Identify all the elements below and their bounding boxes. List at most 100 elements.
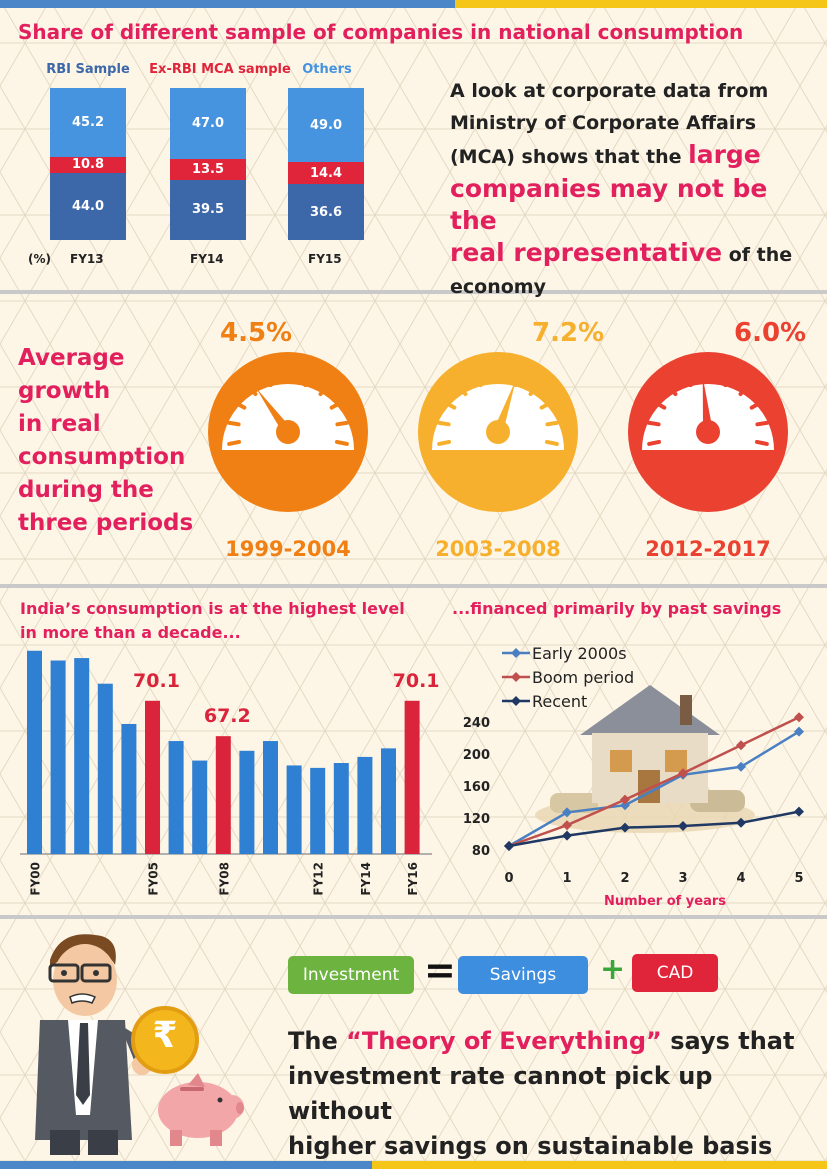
legend-marker <box>511 696 521 706</box>
series-point <box>794 712 804 723</box>
series-point <box>736 761 746 772</box>
top-color-bar <box>0 0 827 8</box>
consumption-bar <box>381 748 396 854</box>
category-label: FY13 <box>70 252 104 266</box>
growth-title-line: during the <box>18 477 154 503</box>
para-line: economy <box>450 276 546 298</box>
theory-highlight: “Theory of Everything” <box>346 1027 662 1055</box>
theory-statement: The “Theory of Everything” says that inv… <box>288 1024 808 1164</box>
consumption-bar <box>357 756 373 854</box>
x-tick-label: 5 <box>794 871 803 886</box>
segment-ex-rbi: 13.5 <box>170 159 246 180</box>
x-tick-label: FY14 <box>359 862 373 896</box>
series-point <box>620 800 630 811</box>
para-text: of the <box>722 244 793 266</box>
savings-chart-title: ...financed primarily by past savings <box>452 599 782 618</box>
consumption-bar-chart: FY00 FY05 70.1 FY08 67.2 FY12 FY14 FY16 70.1 <box>20 650 440 896</box>
para-highlight: real representative <box>450 238 723 267</box>
para-line: real representative of the <box>450 237 810 271</box>
para-line: (MCA) shows that the large <box>450 139 810 173</box>
segment-others: 49.0 <box>288 88 364 163</box>
legend-rbi-sample: RBI Sample <box>46 62 130 77</box>
mca-paragraph: A look at corporate data from Ministry o… <box>450 75 810 303</box>
para-text: (MCA) shows that the <box>450 146 689 168</box>
consumption-bar <box>27 650 42 854</box>
section-divider <box>0 290 827 294</box>
segment-others: 45.2 <box>50 88 126 157</box>
legend-marker <box>511 672 521 682</box>
gauge-period: 2003-2008 <box>435 537 561 561</box>
legend-others: Others <box>302 62 352 77</box>
x-tick-label: FY05 <box>147 862 161 896</box>
bar-value-label: 67.2 <box>204 705 251 727</box>
series-line <box>508 810 800 848</box>
x-tick-label: FY12 <box>312 862 326 896</box>
title-line: India’s consumption is at the highest le… <box>20 599 405 618</box>
consumption-bar <box>74 658 90 854</box>
series-point <box>678 821 688 831</box>
series-point <box>562 830 572 841</box>
section-divider <box>0 584 827 588</box>
series-point <box>620 794 630 805</box>
x-tick-label: 4 <box>736 871 745 886</box>
plus-sign: + <box>600 952 626 987</box>
cad-label: CAD <box>656 963 694 983</box>
consumption-bar <box>168 741 184 854</box>
segment-others: 47.0 <box>170 88 246 160</box>
consumption-bar <box>50 660 66 854</box>
cad-box: CAD <box>632 954 718 992</box>
gauge-value: 6.0% <box>734 318 807 348</box>
growth-title-line: in real <box>18 411 101 437</box>
consumption-chart-title: India’s consumption is at the highest le… <box>20 597 440 645</box>
series-point <box>678 768 688 779</box>
series-line <box>508 716 800 848</box>
bar-value-label: 70.1 <box>393 670 440 692</box>
para-line: A look at corporate data from <box>450 80 769 102</box>
y-tick-label: 160 <box>463 780 490 795</box>
legend-label: Early 2000s <box>532 644 627 663</box>
series-point <box>794 726 804 737</box>
stacked-bar-fy14: 47.0 13.5 39.5 <box>170 88 246 240</box>
consumption-bar <box>263 741 278 854</box>
gauge-period: 1999-2004 <box>225 537 351 561</box>
consumption-bar <box>404 700 420 854</box>
category-label: FY15 <box>308 252 342 266</box>
savings-label: Savings <box>489 965 557 985</box>
gauge-value: 4.5% <box>220 318 293 348</box>
legend-label: Recent <box>532 692 587 711</box>
segment-ex-rbi: 10.8 <box>50 156 126 174</box>
x-tick-label: FY08 <box>217 862 231 896</box>
investment-label: Investment <box>302 965 400 985</box>
x-tick-label: FY16 <box>406 862 420 896</box>
consumption-bar <box>310 767 326 854</box>
consumption-bar <box>215 736 231 854</box>
x-tick-label: 1 <box>562 871 571 886</box>
consumption-bar <box>192 760 208 854</box>
growth-title-line: consumption <box>18 444 186 470</box>
stacked-bar-fy13: 45.2 10.8 44.0 <box>50 88 126 240</box>
theory-line: higher savings on sustainable basis <box>288 1132 773 1160</box>
title-line: in more than a decade... <box>20 623 241 642</box>
gauge-dial <box>208 352 368 512</box>
y-tick-label: 240 <box>463 716 490 731</box>
theory-text: The <box>288 1027 347 1055</box>
section-divider <box>0 915 827 919</box>
legend-ex-rbi-mca: Ex-RBI MCA sample <box>149 62 291 77</box>
y-tick-label: 200 <box>463 748 490 763</box>
para-highlight: large <box>688 140 761 169</box>
legend-marker <box>511 648 521 658</box>
consumption-bar <box>239 750 255 854</box>
growth-title-line: three periods <box>18 510 194 536</box>
series-point <box>794 806 804 817</box>
share-chart-title: Share of different sample of companies i… <box>18 20 744 44</box>
consumption-bar <box>97 683 113 854</box>
legend-label: Boom period <box>532 668 634 687</box>
series-point <box>736 740 746 751</box>
x-tick-label: FY00 <box>29 862 43 896</box>
para-line: Ministry of Corporate Affairs <box>450 112 757 134</box>
x-axis-title: Number of years <box>604 894 726 909</box>
theory-line: The “Theory of Everything” says that <box>288 1024 808 1059</box>
x-tick-label: 3 <box>678 871 687 886</box>
series-point <box>620 822 630 833</box>
equals-sign: = <box>424 948 456 992</box>
